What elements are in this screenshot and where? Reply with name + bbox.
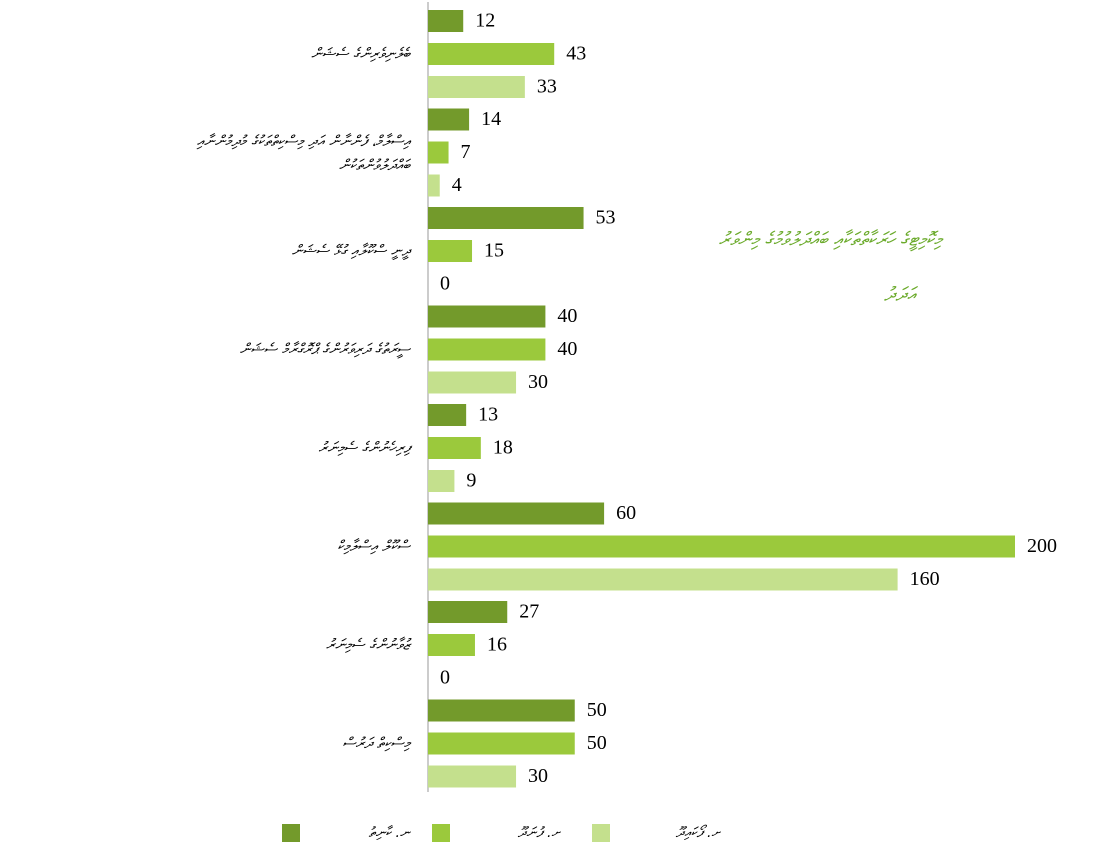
data-label: 9 <box>466 470 476 492</box>
chart-title: އަދަދު <box>883 284 918 306</box>
bar <box>428 765 517 788</box>
legend-swatch <box>282 824 300 842</box>
category-label: ސީރަތުގެ ދަރިވަރުންގެ ޕްރޮގްރާމް ސެޝަން <box>240 340 412 359</box>
data-label: 200 <box>1027 535 1057 557</box>
bar <box>428 338 546 361</box>
data-label: 0 <box>440 273 450 295</box>
data-label: 50 <box>587 699 607 721</box>
bar <box>428 404 467 426</box>
bar <box>428 305 546 328</box>
category-label: ޒުވާނުންގެ ސެމިނަރު <box>326 636 412 654</box>
category-label: އިސްލާމް، ފެންނާން އަދި މިސްކިތްތަކުގެ މ… <box>196 132 411 150</box>
category-label: ސްކޫލް އިސްލާމިކް <box>337 537 412 555</box>
data-label: 30 <box>528 765 548 787</box>
bar <box>428 108 470 131</box>
category-label: ބައްދަލުވުންތަކުން <box>339 156 412 174</box>
bar <box>428 437 481 459</box>
data-label: 27 <box>519 601 539 623</box>
data-label: 53 <box>596 207 616 229</box>
data-label: 13 <box>478 404 498 426</box>
data-label: 14 <box>481 108 501 130</box>
bar <box>428 43 555 65</box>
bar <box>428 240 473 262</box>
legend-label: ށ. ފޯކައިދޫ <box>675 824 722 841</box>
category-label: މިސްކިތް ދަރުސް <box>342 734 411 752</box>
category-label: ފިރިހެނުންގެ ސެމިނަރު <box>318 439 412 457</box>
data-label: 18 <box>493 437 513 459</box>
data-label: 60 <box>616 502 636 524</box>
data-label: 30 <box>528 371 548 393</box>
bar <box>428 371 517 394</box>
bar <box>428 601 508 623</box>
legend-swatch <box>592 824 610 842</box>
bar <box>428 207 584 229</box>
bar <box>428 535 1015 558</box>
bar <box>428 502 605 525</box>
legend-label: ނ. ކާނިތު <box>369 824 412 841</box>
bar <box>428 699 575 722</box>
bar <box>428 634 475 656</box>
data-label: 7 <box>461 141 471 163</box>
bar <box>428 568 898 591</box>
bar <box>428 76 525 98</box>
category-label: ބެލެނިވެރިންގެ ސެޝަން <box>311 45 412 63</box>
bar <box>428 732 575 755</box>
data-label: 4 <box>452 174 462 196</box>
chart-title: މިކޮމިޓީގެ ހަރަކާތްތަކާއި ބައްދަލުވުމުގެ… <box>719 229 944 252</box>
category-label: ދީނީ ސްކޫލާއި ގުޅޭ ސެޝަން <box>292 242 413 261</box>
legend-swatch <box>432 824 450 842</box>
data-label: 40 <box>557 338 577 360</box>
data-label: 12 <box>475 10 495 32</box>
data-label: 15 <box>484 240 504 262</box>
data-label: 43 <box>566 43 586 65</box>
data-label: 33 <box>537 76 557 98</box>
data-label: 50 <box>587 732 607 754</box>
bar <box>428 174 440 197</box>
bar <box>428 470 455 492</box>
data-label: 16 <box>487 634 507 656</box>
data-label: 0 <box>440 667 450 689</box>
legend-label: ށ. ފުނަދޫ <box>517 825 562 841</box>
bar <box>428 141 449 164</box>
data-label: 40 <box>557 305 577 327</box>
bar <box>428 10 464 32</box>
data-label: 160 <box>910 568 940 590</box>
